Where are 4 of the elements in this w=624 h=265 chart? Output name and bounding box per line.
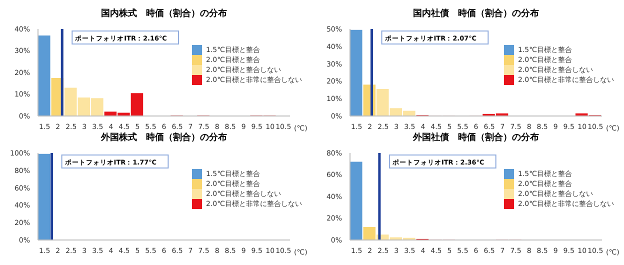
chart-title: 国内株式 時価（割合）の分布 (100, 8, 228, 21)
chart-title: 外国株式 時価（割合）の分布 (100, 132, 228, 145)
chart-title: 国内社債 時価（割合）の分布 (412, 8, 540, 21)
chart-title: 外国社債 時価（割合）の分布 (412, 132, 540, 145)
